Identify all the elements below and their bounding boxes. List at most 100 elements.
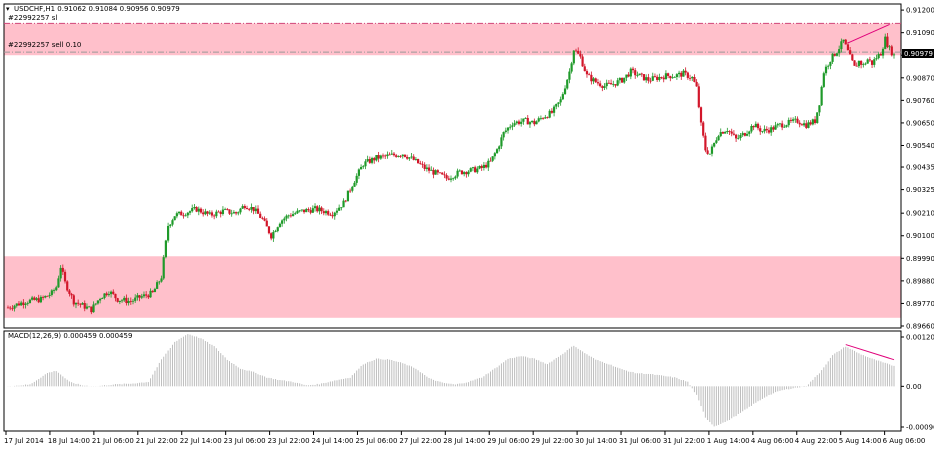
candle-body bbox=[309, 210, 312, 213]
candle-body bbox=[704, 135, 707, 151]
candle-body bbox=[715, 140, 718, 143]
candle-body bbox=[22, 302, 25, 305]
candle-body bbox=[436, 170, 439, 173]
candle-body bbox=[877, 54, 880, 59]
candle-body bbox=[215, 211, 218, 217]
candle-body bbox=[570, 63, 573, 72]
candle-body bbox=[653, 76, 657, 78]
candle-body bbox=[820, 86, 823, 106]
candle-body bbox=[331, 215, 334, 217]
candle-body bbox=[199, 208, 203, 213]
candle-body bbox=[412, 156, 415, 160]
candle-body bbox=[283, 218, 286, 221]
candle-body bbox=[572, 50, 575, 64]
candle-body bbox=[99, 298, 102, 301]
candle-body bbox=[6, 307, 10, 309]
candle-body bbox=[840, 41, 843, 50]
candle-body bbox=[156, 282, 159, 289]
collapse-arrow-icon[interactable]: ▾ bbox=[6, 5, 10, 13]
current-price-label: 0.90979 bbox=[904, 50, 933, 58]
candle-body bbox=[55, 287, 58, 291]
candle-body bbox=[642, 74, 646, 81]
candle-body bbox=[342, 200, 345, 208]
candle-body bbox=[335, 210, 339, 213]
time-tick-label: 23 Jul 06:00 bbox=[224, 437, 266, 445]
candle-body bbox=[535, 121, 538, 125]
price-tick-label: 0.91200 bbox=[906, 7, 934, 15]
candle-body bbox=[460, 170, 464, 175]
candle-body bbox=[482, 164, 485, 168]
candle-body bbox=[756, 123, 760, 129]
candle-body bbox=[173, 216, 176, 221]
candle-body bbox=[724, 132, 727, 134]
candle-body bbox=[52, 290, 56, 291]
candle-body bbox=[605, 82, 608, 87]
candle-body bbox=[502, 132, 505, 138]
candle-body bbox=[88, 306, 91, 308]
candle-body bbox=[776, 124, 779, 126]
candle-body bbox=[96, 300, 100, 304]
candle-body bbox=[169, 224, 172, 226]
candle-body bbox=[813, 119, 817, 124]
time-tick-label: 4 Aug 22:00 bbox=[795, 437, 838, 445]
candle-body bbox=[454, 176, 457, 179]
candle-body bbox=[414, 158, 418, 160]
candle-body bbox=[886, 36, 889, 47]
candle-body bbox=[138, 295, 141, 298]
candle-body bbox=[873, 59, 876, 65]
price-tick-label: 0.89880 bbox=[906, 277, 934, 285]
candle-body bbox=[127, 301, 130, 304]
candle-body bbox=[136, 295, 139, 298]
candle-body bbox=[531, 120, 534, 123]
candle-body bbox=[276, 227, 279, 232]
candle-body bbox=[410, 156, 413, 158]
time-tick-label: 21 Jul 06:00 bbox=[92, 437, 134, 445]
candle-body bbox=[662, 77, 665, 80]
candle-body bbox=[272, 231, 275, 239]
candle-body bbox=[800, 124, 803, 126]
candle-body bbox=[107, 294, 110, 296]
candle-body bbox=[708, 153, 711, 155]
candle-body bbox=[730, 131, 733, 134]
candle-body bbox=[403, 154, 407, 157]
candle-body bbox=[333, 212, 336, 217]
candle-body bbox=[50, 290, 53, 295]
candle-body bbox=[754, 123, 757, 128]
candle-body bbox=[846, 44, 850, 51]
candle-body bbox=[305, 209, 308, 213]
candle-body bbox=[324, 211, 328, 214]
candle-body bbox=[281, 220, 284, 224]
candle-body bbox=[614, 84, 617, 86]
candle-body bbox=[798, 122, 801, 125]
time-tick-label: 4 Aug 06:00 bbox=[751, 437, 794, 445]
macd-tick-label: 0.001203 bbox=[906, 334, 934, 342]
candle-body bbox=[370, 158, 374, 163]
candle-body bbox=[381, 155, 385, 157]
price-tick-label: 0.90760 bbox=[906, 97, 934, 105]
price-tick-label: 0.90210 bbox=[906, 210, 934, 218]
candle-body bbox=[230, 213, 233, 215]
candle-body bbox=[699, 107, 703, 123]
candle-body bbox=[208, 212, 211, 214]
time-tick-label: 29 Jul 22:00 bbox=[531, 437, 573, 445]
candle-body bbox=[737, 137, 740, 139]
candle-body bbox=[368, 159, 371, 163]
candle-body bbox=[456, 170, 459, 177]
candle-body bbox=[579, 53, 582, 57]
candle-body bbox=[592, 78, 595, 82]
candle-body bbox=[853, 60, 856, 66]
candle-body bbox=[74, 302, 78, 305]
sell-order-label: #22992257 sell 0.10 bbox=[8, 41, 81, 49]
candle-body bbox=[81, 303, 84, 305]
candle-body bbox=[875, 58, 878, 60]
candle-body bbox=[811, 119, 814, 125]
candle-body bbox=[609, 83, 613, 85]
candle-body bbox=[13, 305, 16, 309]
candle-body bbox=[673, 77, 676, 78]
candle-body bbox=[160, 278, 163, 282]
candle-body bbox=[620, 78, 624, 83]
candle-body bbox=[237, 212, 240, 214]
candle-body bbox=[767, 130, 771, 133]
candle-body bbox=[452, 178, 455, 180]
